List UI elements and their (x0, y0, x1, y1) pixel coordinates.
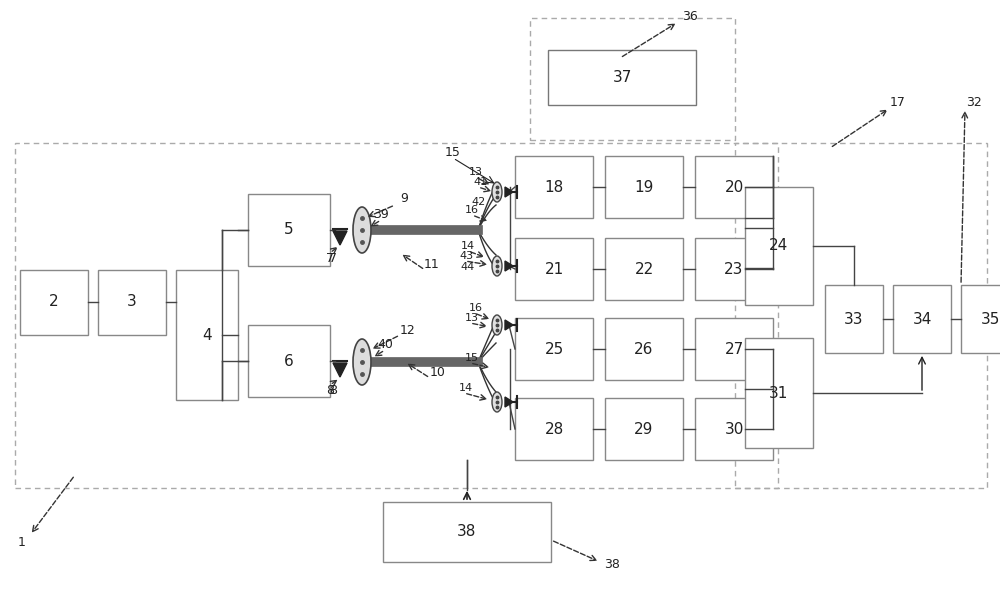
Text: 8: 8 (329, 383, 337, 397)
Text: 15: 15 (465, 353, 479, 363)
Text: 13: 13 (465, 313, 479, 323)
Text: 9: 9 (400, 193, 408, 205)
Bar (961, 285, 1000, 353)
Bar (605, 398, 683, 460)
Text: 7: 7 (326, 252, 334, 264)
Text: 10: 10 (430, 365, 446, 379)
Text: 19: 19 (634, 179, 654, 194)
Bar (20, 270, 88, 335)
Text: 11: 11 (424, 258, 440, 270)
Text: 44: 44 (461, 262, 475, 272)
Text: 8: 8 (326, 383, 334, 397)
Text: 16: 16 (465, 205, 479, 215)
Bar (515, 398, 593, 460)
Text: 30: 30 (724, 421, 744, 436)
Polygon shape (333, 363, 347, 377)
Text: 42: 42 (472, 197, 486, 207)
Polygon shape (505, 320, 513, 330)
Text: 1: 1 (18, 536, 26, 548)
Bar (695, 156, 773, 218)
Ellipse shape (353, 207, 371, 253)
Text: 20: 20 (724, 179, 744, 194)
Bar (248, 325, 330, 397)
Text: 6: 6 (284, 353, 294, 368)
Ellipse shape (492, 315, 502, 335)
Text: 27: 27 (724, 341, 744, 356)
Text: 33: 33 (844, 311, 864, 326)
Text: 23: 23 (724, 261, 744, 276)
Ellipse shape (492, 182, 502, 202)
Bar (176, 270, 238, 400)
Bar (530, 18, 735, 140)
Bar (695, 318, 773, 380)
Text: 38: 38 (457, 524, 477, 539)
Polygon shape (333, 231, 347, 245)
Bar (745, 338, 813, 448)
Bar (893, 285, 951, 353)
Bar (695, 238, 773, 300)
Text: 18: 18 (544, 179, 564, 194)
Ellipse shape (492, 256, 502, 276)
Text: 24: 24 (769, 238, 789, 253)
Bar (605, 156, 683, 218)
Polygon shape (505, 261, 513, 271)
Text: 13: 13 (469, 167, 483, 177)
Text: 15: 15 (445, 146, 461, 160)
Text: 21: 21 (544, 261, 564, 276)
Text: 38: 38 (604, 559, 620, 571)
Text: 40: 40 (377, 338, 393, 352)
Text: 17: 17 (890, 96, 906, 110)
Text: 43: 43 (460, 251, 474, 261)
Bar (98, 270, 166, 335)
Text: 31: 31 (769, 385, 789, 400)
Text: 5: 5 (284, 223, 294, 238)
Bar (515, 156, 593, 218)
Bar (605, 318, 683, 380)
Text: 25: 25 (544, 341, 564, 356)
Text: 3: 3 (127, 294, 137, 309)
Text: 22: 22 (634, 261, 654, 276)
Text: 12: 12 (400, 323, 416, 337)
Text: 2: 2 (49, 294, 59, 309)
Text: 34: 34 (912, 311, 932, 326)
Polygon shape (505, 187, 513, 197)
Bar (548, 50, 696, 105)
Bar (248, 194, 330, 266)
Bar (745, 187, 813, 305)
Bar (695, 398, 773, 460)
Text: 4: 4 (202, 327, 212, 343)
Bar (735, 143, 987, 488)
Text: 36: 36 (682, 10, 698, 23)
Text: 35: 35 (980, 311, 1000, 326)
Bar (515, 238, 593, 300)
Text: 29: 29 (634, 421, 654, 436)
Text: 14: 14 (459, 383, 473, 393)
Text: 26: 26 (634, 341, 654, 356)
Bar (15, 143, 778, 488)
Text: 32: 32 (966, 96, 982, 110)
Bar (825, 285, 883, 353)
Text: 28: 28 (544, 421, 564, 436)
Bar (383, 502, 551, 562)
Text: 16: 16 (469, 303, 483, 313)
Bar (605, 238, 683, 300)
Text: 7: 7 (329, 252, 337, 264)
Bar (515, 318, 593, 380)
Text: 14: 14 (461, 241, 475, 251)
Polygon shape (505, 397, 513, 407)
Ellipse shape (492, 392, 502, 412)
Text: 37: 37 (612, 69, 632, 84)
Text: 39: 39 (373, 208, 389, 222)
Ellipse shape (353, 339, 371, 385)
Text: 41: 41 (473, 177, 487, 187)
